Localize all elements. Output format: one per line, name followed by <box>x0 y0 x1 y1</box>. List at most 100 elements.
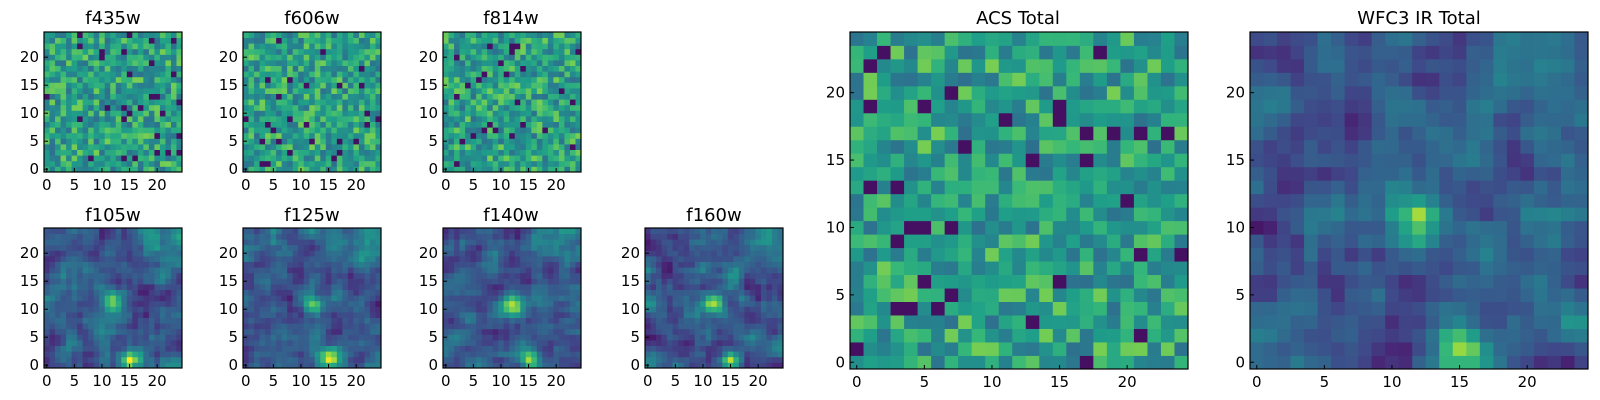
heatmap-cell <box>917 342 932 356</box>
heatmap-cell <box>547 300 554 307</box>
heatmap-cell <box>525 334 532 341</box>
heatmap-cell <box>71 37 78 44</box>
heatmap-cell <box>364 144 371 150</box>
heatmap-cell <box>148 256 155 262</box>
heatmap-cell <box>700 334 707 341</box>
heatmap-cell <box>722 233 729 240</box>
heatmap-cell <box>265 127 271 134</box>
heatmap-cell <box>744 323 751 330</box>
heatmap-cell <box>459 356 466 363</box>
heatmap-cell <box>314 37 321 44</box>
heatmap-cell <box>476 334 483 341</box>
heatmap-cell <box>314 233 321 240</box>
heatmap-cell <box>132 37 139 44</box>
heatmap-cell <box>320 138 327 145</box>
heatmap-cell <box>667 228 673 234</box>
heatmap-cell <box>99 228 106 234</box>
heatmap-cell <box>863 193 878 208</box>
heatmap-cell <box>303 306 310 313</box>
heatmap-cell <box>931 166 946 181</box>
heatmap-cell <box>689 340 696 346</box>
heatmap-cell <box>143 250 150 257</box>
heatmap-cell <box>320 272 327 279</box>
heatmap-cell <box>358 155 365 162</box>
heatmap-cell <box>1147 247 1162 262</box>
heatmap-cell <box>110 272 117 279</box>
heatmap-cell <box>1052 261 1067 276</box>
heatmap-cell <box>342 295 349 302</box>
heatmap-cell <box>336 127 343 134</box>
heatmap-cell <box>137 149 144 156</box>
heatmap-cell <box>254 149 260 156</box>
heatmap-cell <box>55 121 61 128</box>
heatmap-cell <box>115 289 122 296</box>
heatmap-cell <box>738 362 745 369</box>
y-tick-label: 0 <box>29 356 39 374</box>
heatmap-cell <box>270 295 277 302</box>
heatmap-cell <box>104 233 111 240</box>
heatmap-cell <box>159 295 166 302</box>
heatmap-cell <box>661 244 668 251</box>
heatmap-cell <box>60 71 67 78</box>
heatmap-cell <box>448 60 455 66</box>
heatmap-cell <box>575 127 582 134</box>
heatmap-cell <box>476 48 483 55</box>
heatmap-cell <box>176 155 183 162</box>
heatmap-cell <box>520 54 527 61</box>
heatmap-cell <box>49 160 56 167</box>
heatmap-cell <box>481 340 488 346</box>
heatmap-cell <box>254 306 260 313</box>
heatmap-cell <box>143 340 150 346</box>
heatmap-cell <box>55 289 61 296</box>
heatmap-cell <box>569 323 576 330</box>
heatmap-cell <box>1025 328 1040 343</box>
heatmap-cell <box>465 272 471 279</box>
heatmap-cell <box>727 345 734 352</box>
heatmap-cell <box>176 256 183 262</box>
heatmap-cell <box>678 239 685 246</box>
heatmap-cell <box>55 110 61 117</box>
heatmap-cell <box>320 306 327 313</box>
heatmap-cell <box>1160 261 1175 276</box>
heatmap-cell <box>99 54 106 61</box>
heatmap-cell <box>890 274 905 289</box>
heatmap-cell <box>738 233 745 240</box>
heatmap-cell <box>342 306 349 313</box>
heatmap-cell <box>470 239 477 246</box>
heatmap-cell <box>476 132 483 139</box>
heatmap-cell <box>71 155 78 162</box>
heatmap-cell <box>569 250 576 257</box>
heatmap-cell <box>126 272 133 279</box>
heatmap-cell <box>132 71 139 78</box>
heatmap-cell <box>487 116 494 122</box>
heatmap-cell <box>99 82 106 89</box>
heatmap-cell <box>342 334 349 341</box>
heatmap-cell <box>314 48 321 55</box>
heatmap-cell <box>492 121 499 128</box>
heatmap-cell <box>314 284 321 290</box>
heatmap-cell <box>564 295 571 302</box>
heatmap-cell <box>667 250 673 257</box>
x-tick-label: 20 <box>148 176 167 194</box>
heatmap-cell <box>331 244 338 251</box>
heatmap-cell <box>132 244 139 251</box>
heatmap-cell <box>771 334 778 341</box>
heatmap-cell <box>353 228 360 234</box>
heatmap-cell <box>971 261 986 276</box>
heatmap-cell <box>971 166 986 181</box>
heatmap-cell <box>498 88 505 94</box>
heatmap-cell <box>850 180 864 195</box>
heatmap-cell <box>121 362 128 369</box>
heatmap-cell <box>509 48 516 55</box>
heatmap-cell <box>320 345 327 352</box>
heatmap-cell <box>487 340 494 346</box>
heatmap-cell <box>121 166 128 173</box>
heatmap-cell <box>716 233 723 240</box>
heatmap-cell <box>503 54 510 61</box>
heatmap-cell <box>498 233 505 240</box>
heatmap-cell <box>998 315 1013 329</box>
heatmap-cell <box>777 356 784 363</box>
heatmap-cell <box>547 88 554 94</box>
heatmap-cell <box>309 110 316 117</box>
